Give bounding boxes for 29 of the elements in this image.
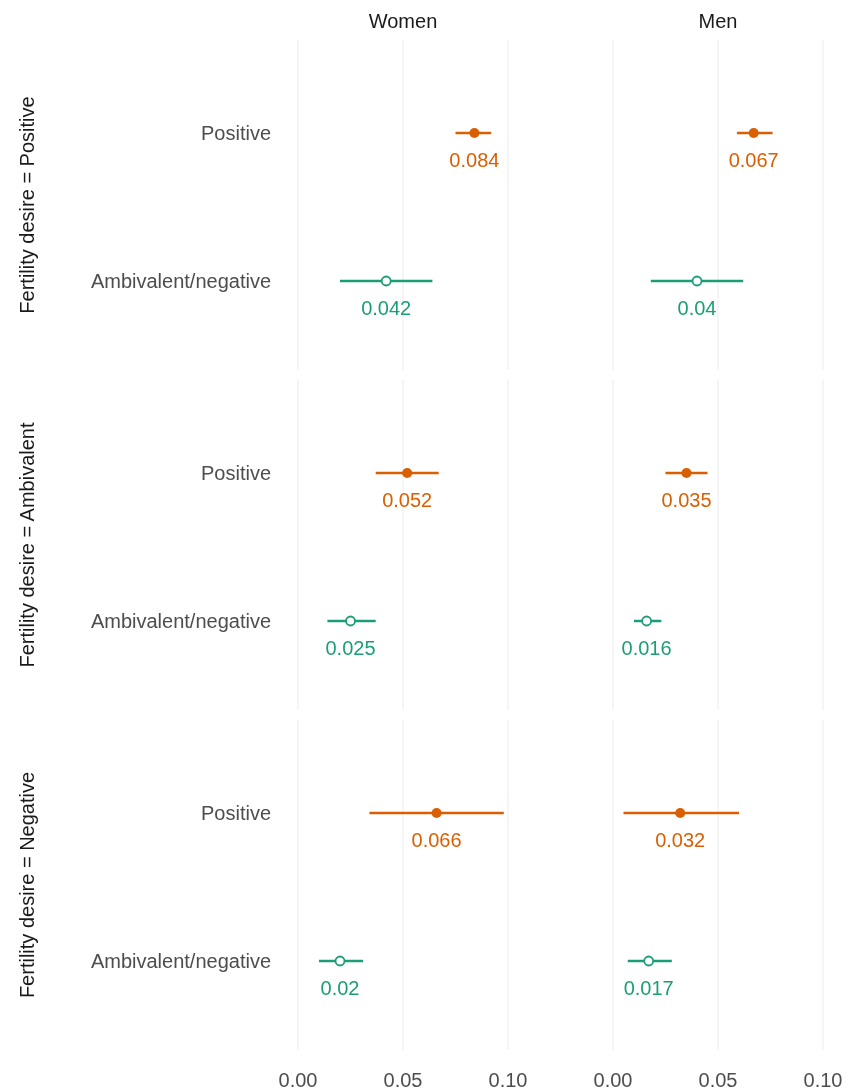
text: Fertility desire = Positive: [16, 96, 38, 314]
y-tick-label: Positive: [200, 802, 271, 824]
y-tick-label: Positive: [200, 462, 271, 484]
y-tick-label: Ambivalent/negative: [90, 610, 271, 632]
x-tick-label: 0.10: [803, 1069, 843, 1089]
y-tick-label: Ambivalent/negative: [90, 950, 271, 972]
data-label: 0.066: [411, 829, 462, 851]
x-tick-label: 0.10: [488, 1069, 528, 1089]
y-tick-label: Ambivalent/negative: [90, 270, 271, 292]
data-label: 0.025: [325, 637, 376, 659]
data-label: 0.02: [320, 977, 360, 999]
chart-title: Men: [698, 10, 738, 32]
x-tick-label: 0.05: [698, 1069, 738, 1089]
data-label: 0.04: [677, 297, 717, 319]
data-label: 0.016: [621, 637, 672, 659]
x-tick-label: 0.00: [278, 1069, 318, 1089]
chart-title: Women: [368, 10, 438, 32]
text: Fertility desire = Negative: [16, 771, 38, 999]
data-label: 0.084: [449, 149, 500, 171]
data-label: 0.035: [661, 489, 712, 511]
data-label: 0.032: [655, 829, 706, 851]
y-tick-label: Positive: [200, 122, 271, 144]
data-label: 0.067: [728, 149, 779, 171]
x-tick-label: 0.05: [383, 1069, 423, 1089]
data-label: 0.042: [361, 297, 412, 319]
text: Fertility desire = Ambivalent: [16, 422, 38, 668]
x-tick-label: 0.00: [593, 1069, 633, 1089]
data-label: 0.017: [623, 977, 674, 999]
data-label: 0.052: [382, 489, 433, 511]
